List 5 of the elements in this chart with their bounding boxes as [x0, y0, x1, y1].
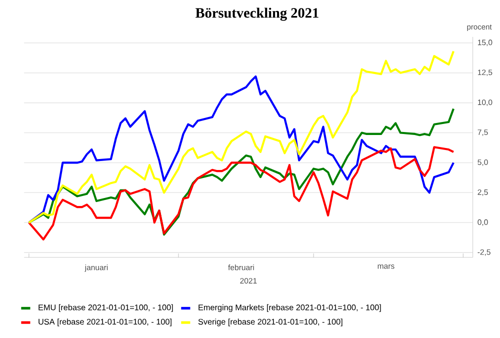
legend-label: USA [rebase 2021-01-01=100, - 100]: [38, 318, 172, 326]
legend-label: Sverige [rebase 2021-01-01=100, - 100]: [198, 318, 342, 326]
legend-label: Emerging Markets [rebase 2021-01-01=100, - 100]: [198, 304, 381, 312]
legend-label: EMU [rebase 2021-01-01=100, - 100]: [38, 304, 173, 312]
chart-title: Börsutveckling 2021: [196, 8, 318, 21]
